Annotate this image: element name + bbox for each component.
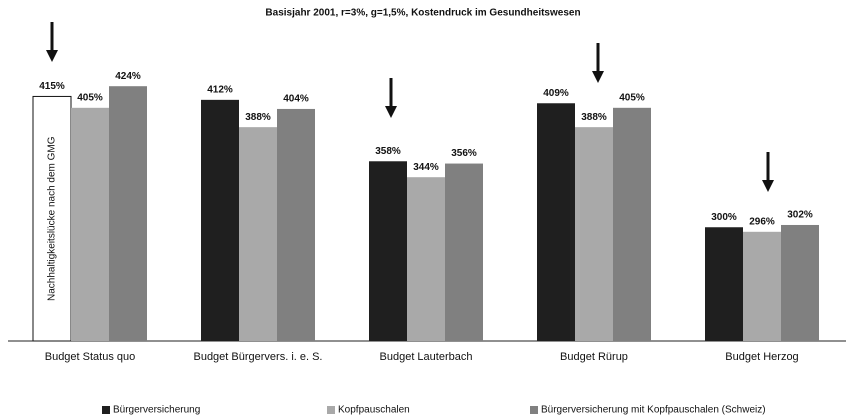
bar xyxy=(71,107,109,341)
bar xyxy=(781,224,819,341)
legend-swatch xyxy=(102,406,110,414)
bar xyxy=(201,99,239,341)
bar xyxy=(277,108,315,341)
data-label: 404% xyxy=(283,94,309,105)
bar xyxy=(445,163,483,341)
bar xyxy=(239,127,277,342)
arrow-head xyxy=(46,50,58,62)
legend-swatch xyxy=(530,406,538,414)
legend-label: Kopfpauschalen xyxy=(338,405,410,416)
bar xyxy=(613,107,651,341)
x-tick-label: Budget Lauterbach xyxy=(380,351,473,363)
data-label: 300% xyxy=(711,212,737,223)
data-label: 405% xyxy=(77,92,103,103)
bar xyxy=(575,127,613,342)
data-label: 412% xyxy=(207,84,233,95)
data-label: 296% xyxy=(749,216,775,227)
legend-swatch xyxy=(327,406,335,414)
bar xyxy=(369,161,407,341)
x-tick-label: Budget Bürgervers. i. e. S. xyxy=(193,351,322,363)
data-label: 409% xyxy=(543,88,569,99)
arrow-head xyxy=(592,71,604,83)
x-tick-label: Budget Herzog xyxy=(725,351,798,363)
data-label: 405% xyxy=(619,92,645,103)
arrow-head xyxy=(762,180,774,192)
data-label: 356% xyxy=(451,148,477,159)
x-tick-label: Budget Rürup xyxy=(560,351,628,363)
data-label: 344% xyxy=(413,162,439,173)
data-label: 388% xyxy=(245,112,271,123)
bar xyxy=(743,231,781,341)
legend-label: Bürgerversicherung xyxy=(113,405,200,416)
bar xyxy=(109,86,147,341)
bar xyxy=(705,227,743,341)
bar xyxy=(407,177,445,341)
bar xyxy=(537,103,575,341)
x-tick-label: Budget Status quo xyxy=(45,351,136,363)
data-label: 302% xyxy=(787,210,813,221)
data-label: 358% xyxy=(375,146,401,157)
bar xyxy=(32,95,72,342)
arrow-head xyxy=(385,106,397,118)
data-label: 424% xyxy=(115,71,141,82)
annotation: Nachhaltigkeitslücke nach dem GMG xyxy=(47,136,58,301)
arrows xyxy=(46,22,774,192)
chart-title: Basisjahr 2001, r=3%, g=1,5%, Kostendruc… xyxy=(265,8,580,19)
data-label: 388% xyxy=(581,112,607,123)
data-label: 415% xyxy=(39,81,65,92)
legend-label: Bürgerversicherung mit Kopfpauschalen (S… xyxy=(541,405,766,416)
